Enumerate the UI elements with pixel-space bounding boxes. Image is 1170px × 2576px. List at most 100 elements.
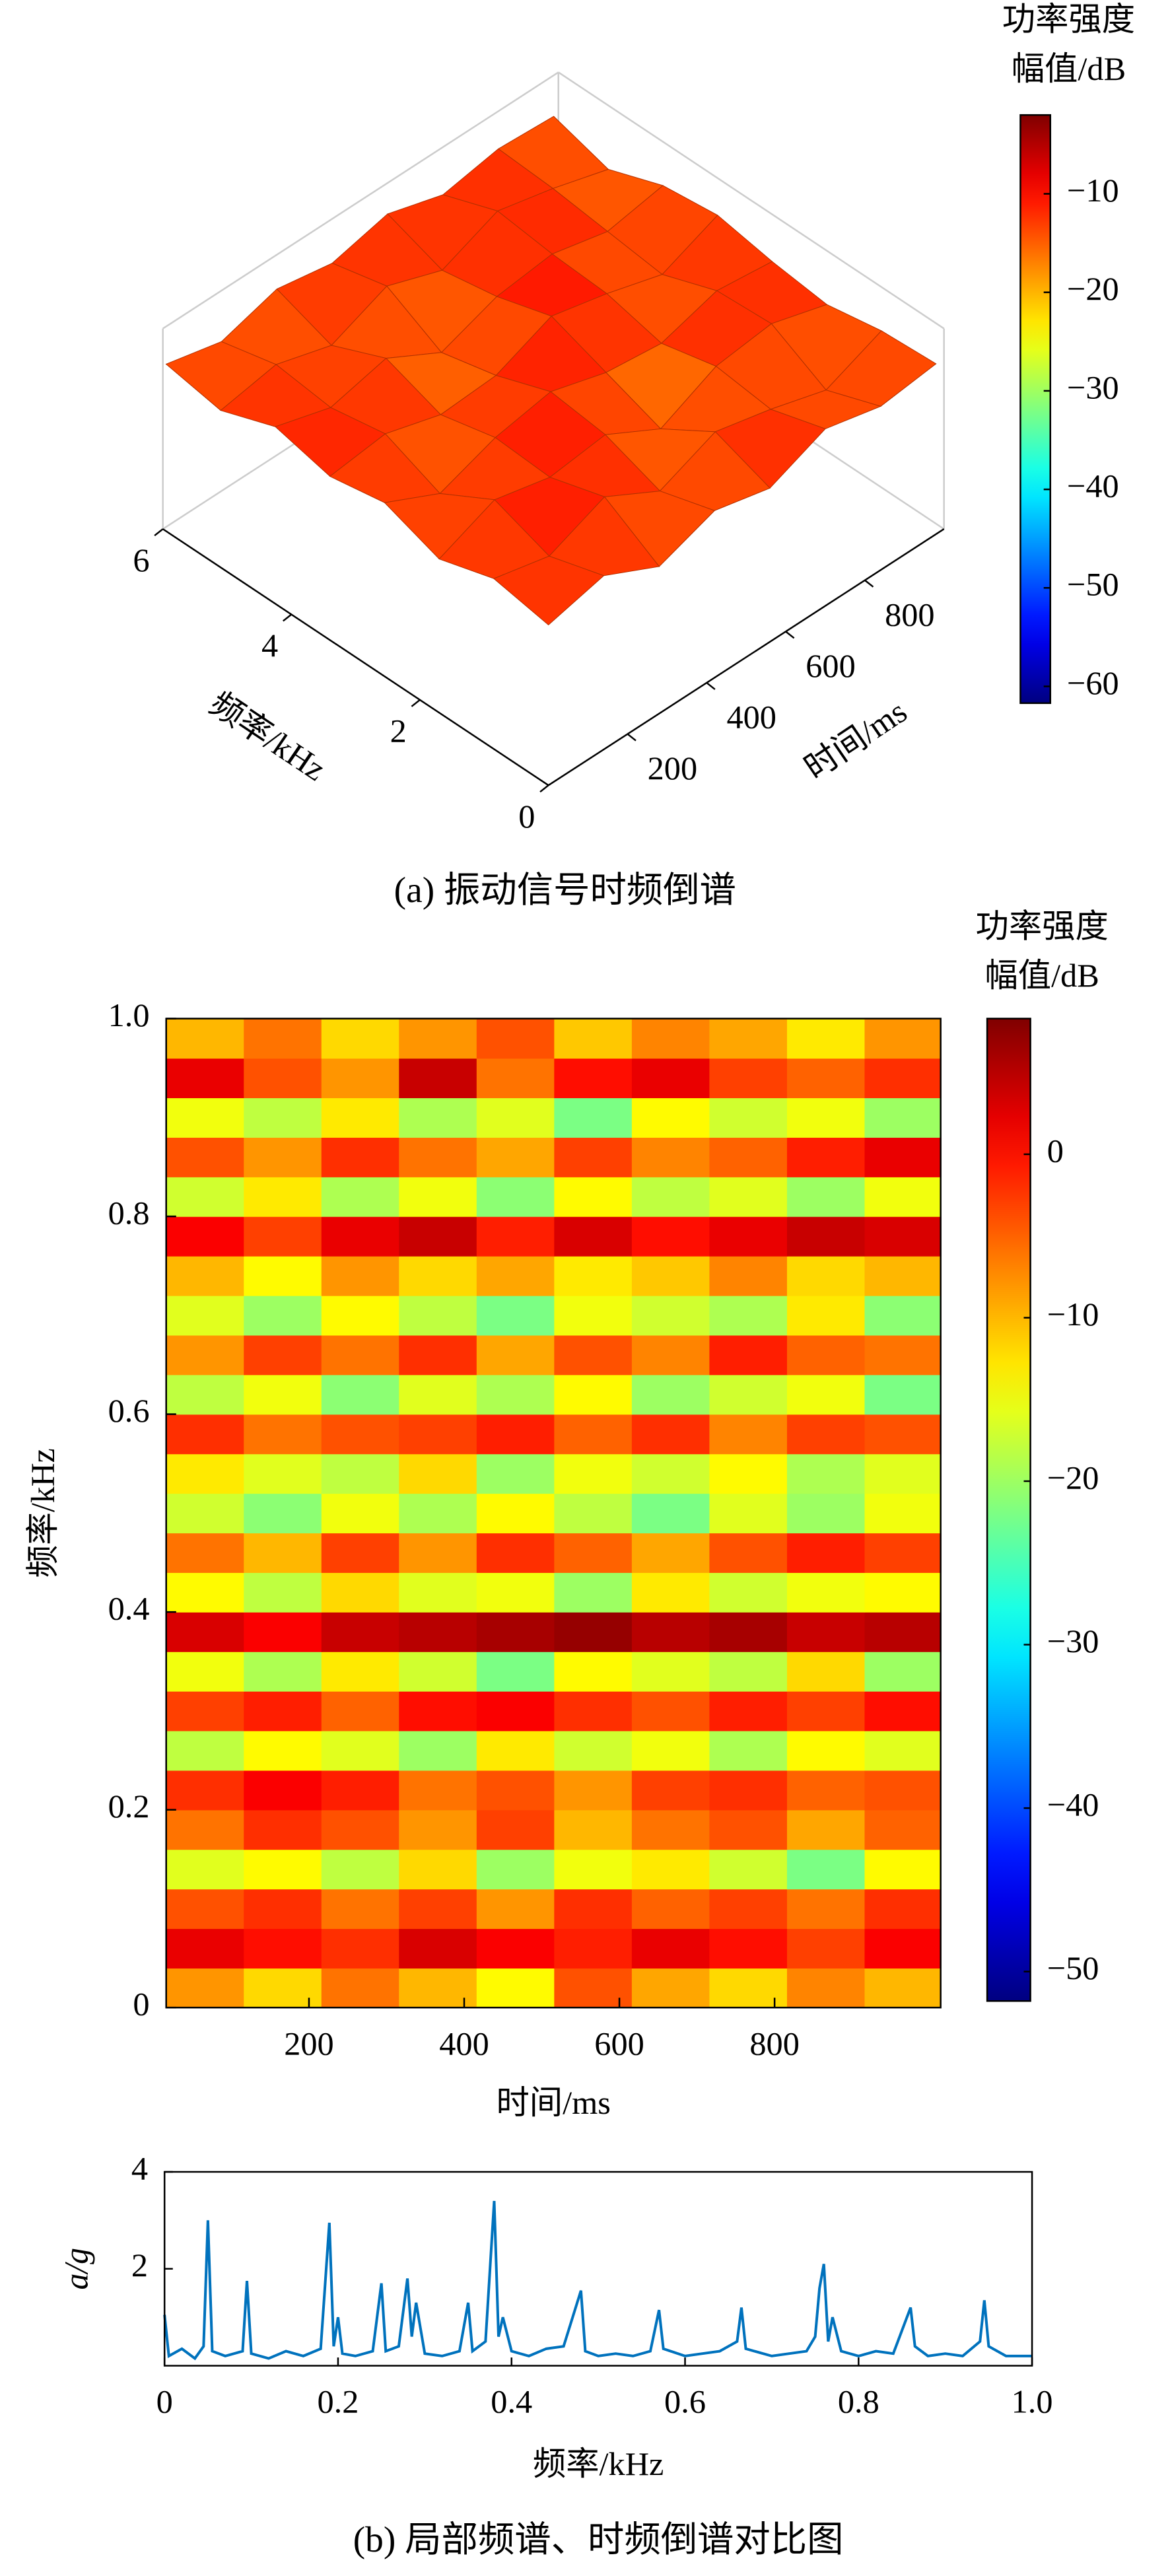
heatmap-cell [399, 1533, 477, 1573]
heatmap-cell [476, 1453, 555, 1494]
heatmap-cells [166, 1018, 941, 2008]
heatmap-cell [709, 1690, 788, 1731]
heatmap-cell [321, 1652, 400, 1692]
colorbar-tick-label: −40 [1067, 468, 1119, 505]
heatmap-cell [399, 1889, 477, 1930]
heatmap-cell [476, 1177, 555, 1217]
heatmap-cell [709, 1652, 788, 1692]
heatmap-cell [476, 1809, 555, 1850]
x-tick [706, 681, 716, 690]
heatmap-cell [166, 1374, 244, 1415]
surface-patch [493, 555, 605, 626]
heatmap-cell [709, 1414, 788, 1455]
heatmap-cell [244, 1058, 322, 1099]
plot-frame [163, 2171, 1033, 2367]
colorbar-title: 幅值/dB [1012, 50, 1126, 87]
heatmap-cell [321, 1414, 400, 1455]
heatmap-cell [709, 1968, 788, 2008]
heatmap-cell [166, 1652, 244, 1692]
x-tick-label: 1.0 [1012, 2383, 1053, 2420]
x-axis-label: 时间/ms [798, 693, 913, 786]
x-axis-label: 时间/ms [496, 2084, 610, 2121]
heatmap-cell [786, 1652, 866, 1692]
x-axis-label: 频率/kHz [533, 2445, 664, 2482]
heatmap-cell [554, 1612, 633, 1652]
caption: (a) 振动信号时频倒谱 [394, 870, 736, 910]
y-tick-label: 6 [133, 541, 149, 578]
heatmap-cell [864, 1058, 941, 1099]
heatmap-cell [554, 1177, 633, 1217]
colorbar-tick-label: −50 [1067, 566, 1119, 603]
heatmap-cell [399, 1018, 477, 1059]
heatmap-cell [244, 1968, 322, 2008]
x-tick-label: 200 [284, 2025, 334, 2062]
heatmap-cell [631, 1058, 710, 1099]
heatmap-cell [709, 1018, 788, 1059]
heatmap-cell [244, 1414, 322, 1455]
heatmap-cell [786, 1216, 866, 1257]
heatmap-cell [399, 1652, 477, 1692]
heatmap-cell [864, 1255, 941, 1296]
heatmap-cell [631, 1572, 710, 1613]
heatmap-cell [554, 1453, 633, 1494]
heatmap-cell [864, 1414, 941, 1455]
y-tick-label: 0 [518, 798, 535, 835]
heatmap-cell [321, 1374, 400, 1415]
heatmap-cell [631, 1335, 710, 1375]
colorbar-tick-label: −10 [1047, 1296, 1099, 1333]
heatmap-cell [786, 1177, 866, 1217]
heatmap-cell [864, 1652, 941, 1692]
heatmap-cell [166, 1849, 244, 1890]
colorbar [986, 1018, 1031, 2002]
heatmap-cell [399, 1216, 477, 1257]
y-axis [162, 528, 549, 786]
heatmap-cell [244, 1533, 322, 1573]
heatmap-cell [631, 1533, 710, 1573]
heatmap-cell [476, 1652, 555, 1692]
heatmap-cell [786, 1849, 866, 1890]
heatmap-cell [476, 1730, 555, 1771]
heatmap-cell [321, 1137, 400, 1177]
heatmap-cell [864, 1374, 941, 1415]
heatmap-cell [786, 1968, 866, 2008]
heatmap-cell [476, 1849, 555, 1890]
heatmap-cell [864, 1177, 941, 1217]
heatmap-cell [321, 1453, 400, 1494]
heatmap-cell [476, 1770, 555, 1811]
heatmap-cell [399, 1770, 477, 1811]
heatmap-cell [709, 1809, 788, 1850]
heatmap-cell [399, 1849, 477, 1890]
heatmap-cell [631, 1137, 710, 1177]
heatmap-cell [864, 1730, 941, 1771]
heatmap-cell [554, 1730, 633, 1771]
heatmap-cell [166, 1928, 244, 1969]
heatmap-cell [554, 1572, 633, 1613]
heatmap-cell [864, 1572, 941, 1613]
x-axis [547, 528, 945, 786]
heatmap-cell [864, 1137, 941, 1177]
heatmap-cell [244, 1849, 322, 1890]
x-tick-label: 0.4 [491, 2383, 532, 2420]
heatmap-cell [631, 1809, 710, 1850]
y-tick-label: 4 [261, 627, 278, 664]
heatmap-cell [399, 1612, 477, 1652]
heatmap-cell [321, 1770, 400, 1811]
heatmap-cell [399, 1730, 477, 1771]
heatmap-cell [709, 1058, 788, 1099]
heatmap-cell [864, 1849, 941, 1890]
heatmap-cell [321, 1809, 400, 1850]
colorbar-title: 功率强度 [1002, 1, 1135, 38]
x-tick-label: 800 [885, 596, 935, 633]
heatmap-cell [166, 1968, 244, 2008]
heatmap-cell [476, 1612, 555, 1652]
heatmap-cell [554, 1374, 633, 1415]
heatmap-cell [709, 1255, 788, 1296]
heatmap-cell [244, 1018, 322, 1059]
y-tick-label: 0.8 [108, 1195, 150, 1232]
heatmap-cell [709, 1849, 788, 1890]
heatmap-cell [864, 1690, 941, 1731]
heatmap-cell [631, 1612, 710, 1652]
x-tick-label: 600 [594, 2025, 644, 2062]
heatmap-cell [631, 1968, 710, 2008]
heatmap-cell [709, 1572, 788, 1613]
